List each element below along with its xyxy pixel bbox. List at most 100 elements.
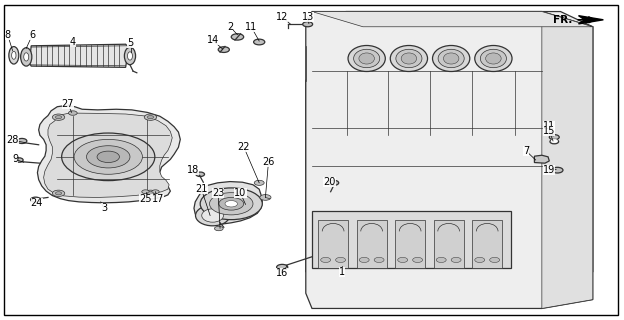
Polygon shape <box>434 220 464 268</box>
Circle shape <box>412 257 422 262</box>
Text: 9: 9 <box>12 154 18 164</box>
Circle shape <box>336 257 346 262</box>
Polygon shape <box>306 12 593 308</box>
Ellipse shape <box>12 51 16 59</box>
Text: 10: 10 <box>235 188 246 198</box>
Polygon shape <box>318 220 348 268</box>
Polygon shape <box>357 220 386 268</box>
Text: 2: 2 <box>227 22 233 32</box>
Circle shape <box>144 114 157 120</box>
Ellipse shape <box>348 45 385 71</box>
Polygon shape <box>194 181 262 224</box>
Circle shape <box>147 116 154 119</box>
Circle shape <box>196 172 205 177</box>
Circle shape <box>56 192 62 195</box>
Text: 27: 27 <box>62 99 74 108</box>
Circle shape <box>69 111 77 115</box>
Text: 12: 12 <box>276 12 288 22</box>
Ellipse shape <box>21 48 32 66</box>
Ellipse shape <box>480 49 507 68</box>
Ellipse shape <box>432 45 470 71</box>
Text: 11: 11 <box>543 121 555 131</box>
Circle shape <box>475 257 485 262</box>
Circle shape <box>451 257 461 262</box>
Text: 8: 8 <box>4 30 11 40</box>
Circle shape <box>225 201 238 207</box>
Circle shape <box>276 264 288 270</box>
Ellipse shape <box>195 205 230 226</box>
Ellipse shape <box>359 53 374 64</box>
Circle shape <box>200 188 262 220</box>
Ellipse shape <box>401 53 417 64</box>
Circle shape <box>219 197 243 210</box>
Circle shape <box>253 39 265 45</box>
Polygon shape <box>395 220 425 268</box>
Text: 7: 7 <box>523 146 529 156</box>
Text: 16: 16 <box>276 268 288 278</box>
Circle shape <box>152 190 159 194</box>
Circle shape <box>397 257 407 262</box>
Circle shape <box>14 158 23 162</box>
Ellipse shape <box>444 53 459 64</box>
Circle shape <box>359 257 369 262</box>
Ellipse shape <box>485 53 501 64</box>
Ellipse shape <box>127 52 132 60</box>
Text: 15: 15 <box>543 126 555 136</box>
Circle shape <box>218 47 230 52</box>
Circle shape <box>52 114 65 120</box>
Ellipse shape <box>24 53 29 61</box>
Circle shape <box>56 116 62 119</box>
Circle shape <box>321 257 331 262</box>
Text: 3: 3 <box>101 203 107 213</box>
Text: 17: 17 <box>152 194 164 204</box>
Ellipse shape <box>354 49 380 68</box>
Text: 13: 13 <box>301 12 314 22</box>
Circle shape <box>303 22 313 27</box>
Text: 1: 1 <box>339 267 345 277</box>
Polygon shape <box>306 12 593 287</box>
Polygon shape <box>578 16 603 24</box>
Circle shape <box>74 140 142 174</box>
Text: 24: 24 <box>31 198 43 208</box>
Text: 18: 18 <box>187 165 199 175</box>
Text: 11: 11 <box>245 22 257 32</box>
Ellipse shape <box>9 47 19 64</box>
Circle shape <box>17 139 27 143</box>
Text: FR.: FR. <box>553 15 572 25</box>
Circle shape <box>31 197 41 202</box>
Circle shape <box>254 180 264 185</box>
Circle shape <box>62 133 155 180</box>
Text: 22: 22 <box>237 142 250 152</box>
Ellipse shape <box>438 49 464 68</box>
Text: 28: 28 <box>6 135 19 145</box>
Circle shape <box>210 193 253 215</box>
Polygon shape <box>534 155 549 163</box>
Polygon shape <box>472 220 502 268</box>
Circle shape <box>551 140 557 142</box>
Circle shape <box>215 226 223 231</box>
Circle shape <box>144 190 157 196</box>
Circle shape <box>436 257 446 262</box>
Text: 5: 5 <box>127 38 134 48</box>
Polygon shape <box>29 44 129 68</box>
Text: 21: 21 <box>195 184 208 194</box>
Polygon shape <box>542 12 593 308</box>
Circle shape <box>52 190 65 196</box>
Ellipse shape <box>396 49 422 68</box>
Text: 4: 4 <box>70 37 76 47</box>
Polygon shape <box>312 211 511 268</box>
Text: 14: 14 <box>207 35 219 45</box>
Circle shape <box>374 257 384 262</box>
Circle shape <box>549 135 559 140</box>
Circle shape <box>232 34 243 40</box>
Ellipse shape <box>124 47 135 65</box>
Circle shape <box>147 192 154 195</box>
Circle shape <box>329 180 339 185</box>
Polygon shape <box>44 113 172 197</box>
Text: 25: 25 <box>139 194 152 204</box>
Polygon shape <box>312 12 593 27</box>
Ellipse shape <box>390 45 427 71</box>
Ellipse shape <box>202 209 223 222</box>
Circle shape <box>97 151 119 163</box>
Text: 19: 19 <box>543 165 555 175</box>
